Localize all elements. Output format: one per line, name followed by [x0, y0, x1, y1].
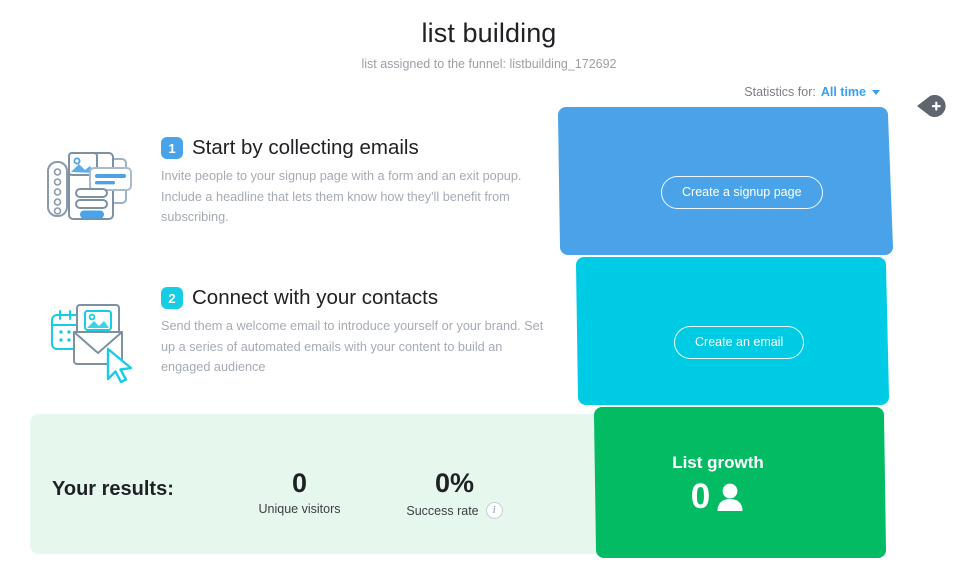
results-content: Your results: 0 Unique visitors 0% Succe…	[52, 466, 532, 519]
metric-unique-visitors: 0 Unique visitors	[222, 466, 377, 516]
metric-unique-visitors-label-text: Unique visitors	[258, 502, 341, 516]
statistics-filter-label: Statistics for:	[744, 85, 816, 99]
info-icon[interactable]: i	[485, 502, 503, 519]
step-2-number-badge: 2	[161, 287, 183, 309]
step-1-body: 1 Start by collecting emails Invite peop…	[140, 133, 544, 228]
results-label: Your results:	[52, 478, 174, 500]
step-2-description: Send them a welcome email to introduce y…	[161, 319, 544, 374]
funnel-segment-growth[interactable]	[594, 407, 886, 558]
step-1-number-badge: 1	[161, 137, 183, 159]
step-1: 1 Start by collecting emails Invite peop…	[44, 133, 544, 233]
metric-success-rate: 0% Success rate i	[377, 466, 532, 519]
step-2: 2 Connect with your contacts Send them a…	[44, 283, 544, 383]
statistics-filter-value[interactable]: All time	[820, 85, 866, 99]
statistics-filter[interactable]: Statistics for: All time	[744, 85, 880, 99]
plus-pin-icon	[917, 95, 946, 117]
results-bar: Your results: 0 Unique visitors 0% Succe…	[30, 414, 690, 554]
create-signup-page-button[interactable]: Create a signup page	[661, 176, 823, 209]
step-2-heading: 2 Connect with your contacts	[161, 285, 544, 311]
funnel-segment-email[interactable]	[576, 257, 889, 405]
page-title: list building	[421, 18, 557, 48]
step-1-heading: 1 Start by collecting emails	[161, 135, 544, 161]
metric-unique-visitors-value: 0	[291, 468, 308, 498]
step-2-body: 2 Connect with your contacts Send them a…	[140, 283, 544, 378]
step-2-title: Connect with your contacts	[192, 286, 439, 309]
add-button[interactable]	[917, 93, 951, 119]
funnel-chart: Create a signup page Create an email Lis…	[548, 107, 948, 562]
funnel-segment-signup[interactable]	[558, 107, 893, 255]
metric-success-rate-label-text: Success rate	[406, 503, 479, 518]
page-header: list building list assigned to the funne…	[0, 16, 978, 72]
metric-success-rate-value: 0%	[434, 468, 475, 498]
step-1-title: Start by collecting emails	[192, 136, 419, 159]
chevron-down-icon[interactable]	[872, 89, 880, 95]
page-subtitle: list assigned to the funnel: listbuildin…	[361, 57, 617, 71]
email-envelope-cursor-icon	[44, 283, 140, 383]
create-email-button[interactable]: Create an email	[674, 326, 805, 359]
step-1-description: Invite people to your signup page with a…	[161, 169, 522, 224]
metric-unique-visitors-label: Unique visitors	[222, 502, 377, 516]
metric-success-rate-label: Success rate i	[377, 502, 532, 519]
signup-page-icon	[44, 133, 140, 233]
